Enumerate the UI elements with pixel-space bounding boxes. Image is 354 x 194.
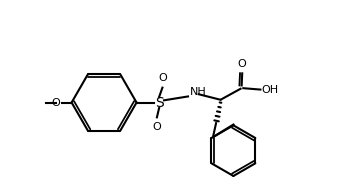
- Text: O: O: [238, 59, 247, 69]
- Text: O: O: [152, 122, 161, 132]
- Text: O: O: [159, 73, 167, 83]
- Text: S: S: [155, 95, 164, 109]
- Text: OH: OH: [261, 85, 278, 94]
- Text: NH: NH: [190, 87, 207, 97]
- Text: O: O: [52, 98, 61, 107]
